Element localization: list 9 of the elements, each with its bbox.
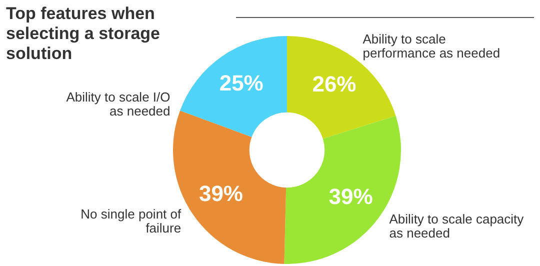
- slice-label: Ability to scale capacity as needed: [389, 212, 524, 241]
- data-label: 25%: [219, 70, 264, 96]
- slice-label: Ability to scale I/O as needed: [66, 90, 170, 119]
- slice-label: No single point of failure: [80, 206, 182, 236]
- data-label: 26%: [312, 72, 356, 97]
- chart-title: Top features when selecting a storage solution: [6, 4, 162, 64]
- slice-label: Ability to scale performance as needed: [362, 31, 500, 60]
- data-label: 39%: [198, 180, 244, 206]
- data-label: 39%: [328, 184, 373, 210]
